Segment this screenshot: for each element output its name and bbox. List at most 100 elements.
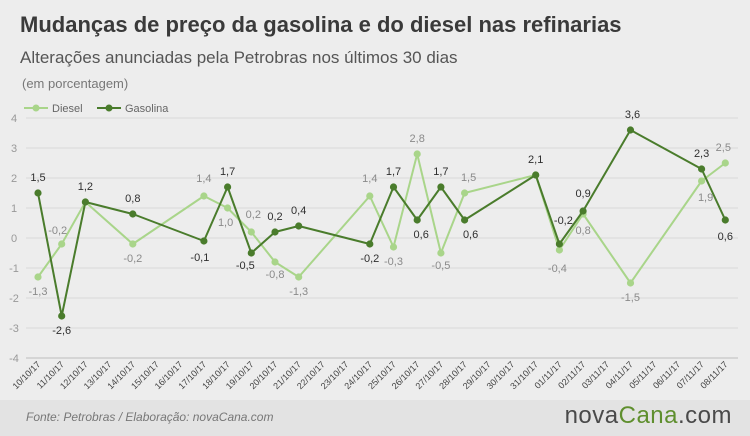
data-point	[461, 189, 469, 197]
data-label: 0,9	[575, 188, 590, 200]
data-label: 0,2	[246, 209, 261, 221]
data-point	[721, 216, 729, 224]
data-point	[532, 171, 540, 179]
footer-bar	[0, 400, 750, 436]
data-label: 0,8	[125, 193, 140, 205]
data-point	[437, 249, 445, 257]
data-label: 0,6	[414, 229, 429, 241]
data-point	[295, 273, 303, 281]
data-point	[34, 189, 42, 197]
data-label: -1,3	[29, 286, 48, 298]
data-label: 0,4	[291, 205, 306, 217]
data-label: 1,4	[196, 173, 211, 185]
data-label: 2,1	[528, 154, 543, 166]
data-point	[271, 258, 279, 266]
data-point	[224, 204, 232, 212]
data-point	[366, 192, 374, 200]
y-tick-label: 4	[11, 113, 17, 125]
data-label: -0,4	[548, 263, 567, 275]
data-label: -1,5	[621, 292, 640, 304]
data-label: 1,2	[78, 181, 93, 193]
data-label: -0,5	[236, 260, 255, 272]
legend-marker	[105, 104, 113, 112]
data-point	[579, 207, 587, 215]
data-label: -0,2	[360, 253, 379, 265]
data-label: -0,2	[48, 225, 67, 237]
chart-subtitle: Alterações anunciadas pela Petrobras nos…	[20, 48, 458, 67]
data-point	[271, 228, 279, 236]
data-label: 2,5	[716, 142, 731, 154]
data-label: -0,2	[554, 215, 573, 227]
data-label: 2,8	[410, 133, 425, 145]
legend-marker	[32, 104, 40, 112]
data-label: 0,6	[463, 229, 478, 241]
data-point	[626, 279, 635, 287]
brand-part-1: nova	[564, 402, 619, 429]
data-point	[366, 240, 374, 248]
data-point	[413, 150, 421, 158]
data-point	[555, 246, 564, 254]
y-tick-label: 1	[11, 203, 17, 215]
data-label: 0,2	[267, 211, 282, 223]
legend-label: Diesel	[52, 103, 83, 115]
data-label: 1,7	[220, 166, 235, 178]
data-label: 1,9	[698, 192, 713, 204]
data-point	[555, 240, 564, 248]
data-point	[58, 240, 66, 248]
data-label: -0,3	[384, 256, 403, 268]
chart-title: Mudanças de preço da gasolina e do diese…	[20, 12, 622, 37]
data-label: 2,3	[694, 148, 709, 160]
data-point	[698, 165, 706, 173]
data-point	[389, 243, 398, 251]
data-point	[224, 183, 232, 191]
data-label: -0,5	[431, 260, 450, 272]
data-point	[81, 198, 89, 206]
data-label: 0,6	[718, 231, 733, 243]
data-label: -2,6	[52, 325, 71, 337]
data-label: -1,3	[289, 286, 308, 298]
data-label: 1,7	[386, 166, 401, 178]
data-label: 1,0	[218, 217, 233, 229]
y-tick-label: 0	[11, 233, 17, 245]
data-point	[389, 183, 398, 191]
y-tick-label: 3	[11, 143, 17, 155]
y-tick-label: -4	[9, 353, 19, 365]
line-chart: 43210-1-2-3-410/10/1711/10/1712/10/1713/…	[9, 103, 738, 391]
data-point	[626, 126, 635, 134]
unit-label: (em porcentagem)	[22, 76, 129, 91]
brand-part-3: .com	[677, 402, 732, 429]
source-note: Fonte: Petrobras / Elaboração: novaCana.…	[26, 410, 274, 424]
data-point	[34, 273, 42, 281]
data-point	[413, 216, 421, 224]
data-label: -0,2	[123, 253, 142, 265]
legend-label: Gasolina	[125, 103, 169, 115]
data-label: 1,7	[433, 166, 448, 178]
data-label: -0,8	[266, 269, 285, 281]
data-point	[200, 237, 208, 245]
data-label: 1,4	[362, 173, 377, 185]
brand-part-2: Cana	[618, 402, 678, 429]
data-point	[200, 192, 208, 200]
data-point	[129, 240, 137, 248]
y-tick-label: -2	[9, 293, 19, 305]
data-point	[295, 222, 303, 230]
data-label: -0,1	[190, 252, 209, 264]
data-point	[247, 249, 255, 257]
data-point	[58, 312, 66, 320]
data-point	[698, 177, 706, 185]
data-label: 1,5	[461, 172, 476, 184]
series-line	[37, 129, 727, 317]
y-tick-label: 2	[11, 173, 17, 185]
data-label: 1,5	[30, 172, 45, 184]
data-label: 3,6	[625, 109, 640, 121]
data-point	[461, 216, 469, 224]
brand-logo: novaCana.com	[565, 402, 732, 430]
data-point	[437, 183, 445, 191]
data-point	[721, 159, 729, 167]
data-label: 0,8	[575, 225, 590, 237]
data-point	[247, 228, 255, 236]
series-line	[37, 153, 726, 284]
data-point	[129, 210, 137, 218]
y-tick-label: -3	[9, 323, 19, 335]
